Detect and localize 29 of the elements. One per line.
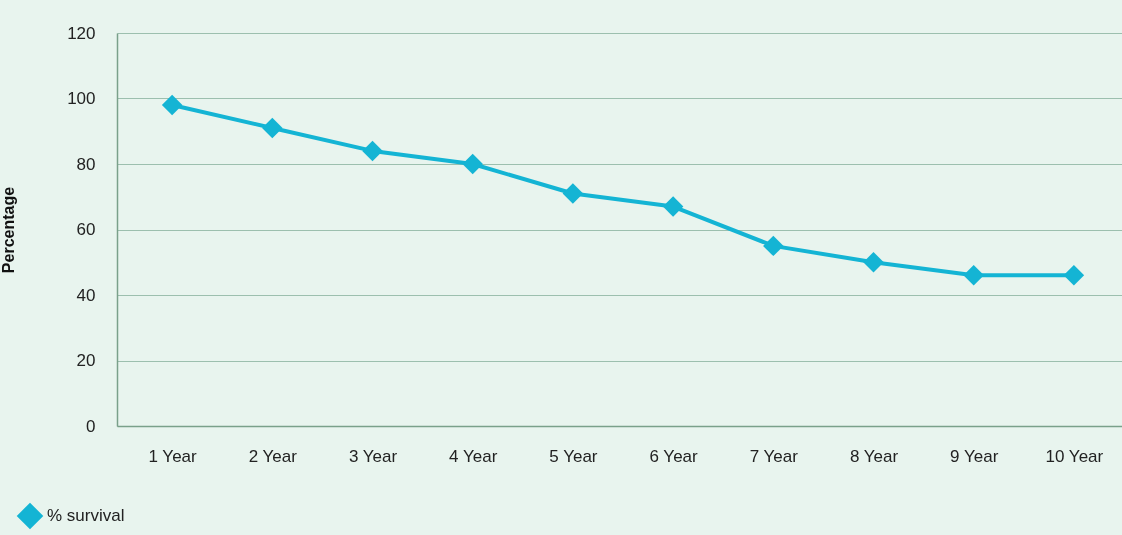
point [1063, 265, 1085, 286]
point [262, 117, 283, 139]
point [161, 94, 183, 116]
x-tick-label: 9 Year [950, 446, 999, 466]
point [462, 153, 483, 175]
y-axis-title: Percentage [0, 186, 18, 274]
point [763, 235, 784, 257]
point [963, 265, 984, 286]
x-tick-label: 8 Year [849, 446, 899, 466]
x-tick-label: 5 Year [549, 446, 598, 466]
x-tick-label: 3 Year [348, 446, 398, 466]
y-tick-label: 120 [67, 23, 96, 43]
x-tick-label: 2 Year [248, 446, 298, 466]
legend-label: % survival [47, 506, 125, 525]
y-tick-label: 40 [76, 285, 96, 305]
y-tick-label: 0 [86, 416, 96, 436]
x-tick-label: 4 Year [449, 446, 498, 466]
y-tick-label: 60 [76, 220, 96, 239]
x-tick-label: 10 Year [1045, 446, 1104, 466]
y-tick-label: 20 [76, 351, 96, 370]
point [863, 252, 884, 273]
point [362, 140, 383, 162]
point [662, 196, 684, 217]
y-tick-label: 80 [76, 154, 96, 174]
y-tick-label: 100 [67, 89, 96, 108]
x-tick-label: 6 Year [649, 446, 699, 466]
point [562, 183, 584, 204]
x-tick-label: 7 Year [749, 446, 799, 466]
x-tick-label: 1 Year [148, 446, 198, 466]
